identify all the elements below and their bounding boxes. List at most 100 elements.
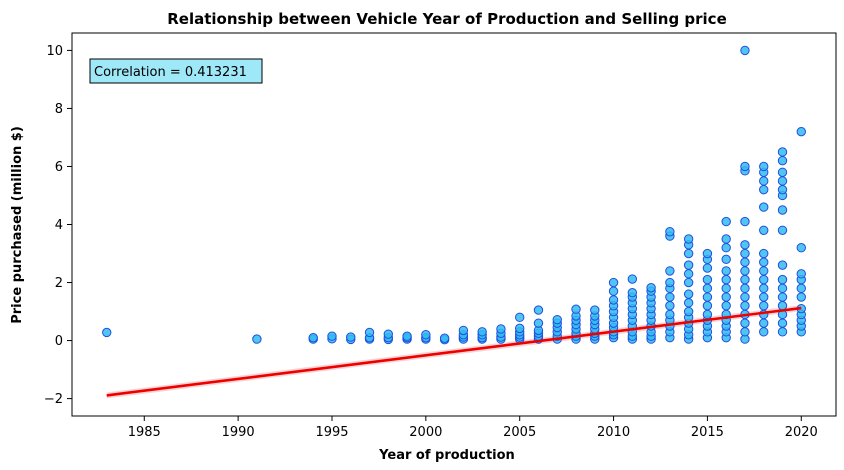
- data-point: [627, 287, 638, 298]
- data-point: [759, 248, 769, 259]
- data-point: [740, 283, 750, 294]
- data-point: [777, 176, 788, 186]
- data-point: [608, 286, 619, 296]
- data-point: [702, 248, 713, 259]
- x-tick-label: 1995: [315, 425, 348, 440]
- y-tick-label: 8: [55, 102, 63, 117]
- data-point: [721, 243, 731, 253]
- data-point: [721, 234, 731, 244]
- annotation-text: Correlation = 0.413231: [94, 65, 247, 80]
- data-point: [702, 274, 713, 285]
- data-point: [608, 295, 619, 305]
- data-point: [740, 45, 750, 56]
- x-tick-label: 1990: [222, 425, 255, 440]
- x-tick-label: 2020: [785, 425, 818, 440]
- data-point: [777, 327, 788, 337]
- data-point: [665, 266, 675, 276]
- data-point: [740, 266, 750, 276]
- data-point: [796, 126, 806, 137]
- data-point: [571, 304, 581, 314]
- data-point: [777, 155, 788, 166]
- data-point: [759, 202, 769, 212]
- data-point: [627, 274, 638, 284]
- data-point: [533, 305, 544, 315]
- data-point: [777, 184, 788, 195]
- data-point: [608, 277, 619, 288]
- data-point: [402, 331, 412, 341]
- data-point: [759, 283, 769, 294]
- data-point: [702, 283, 713, 294]
- x-tick-label: 2005: [503, 425, 536, 440]
- x-tick-label: 2010: [597, 425, 630, 440]
- y-tick-label: 10: [46, 44, 63, 59]
- data-point: [777, 292, 788, 302]
- data-point: [796, 243, 806, 253]
- data-point: [721, 274, 731, 285]
- data-point: [327, 331, 337, 341]
- data-point: [702, 292, 713, 302]
- regression-line: [106, 306, 802, 397]
- data-point: [759, 301, 769, 311]
- data-point: [702, 309, 713, 320]
- data-point: [777, 147, 788, 157]
- data-point: [740, 257, 750, 267]
- data-point: [740, 327, 750, 337]
- data-point: [740, 161, 750, 172]
- y-axis-label: Price purchased (million $): [10, 126, 25, 324]
- data-point: [646, 283, 656, 293]
- data-point: [777, 274, 788, 285]
- data-point: [383, 329, 393, 339]
- x-tick-label: 1985: [128, 425, 161, 440]
- data-point: [665, 277, 675, 288]
- y-tick-label: 0: [55, 334, 63, 349]
- x-tick-label: 2000: [409, 425, 442, 440]
- data-point: [515, 323, 525, 334]
- data-point: [683, 260, 694, 270]
- data-point: [665, 227, 675, 237]
- data-point: [683, 248, 694, 259]
- data-point: [102, 327, 112, 338]
- data-point: [721, 254, 731, 265]
- data-point: [665, 292, 675, 302]
- data-point: [515, 312, 525, 323]
- data-point: [759, 327, 769, 337]
- data-point: [683, 277, 694, 288]
- data-point: [702, 263, 713, 273]
- data-point: [796, 283, 806, 294]
- data-point: [740, 274, 750, 285]
- data-point: [683, 234, 694, 244]
- data-point: [740, 240, 750, 250]
- data-point: [777, 301, 788, 311]
- data-point: [683, 289, 694, 299]
- data-point: [683, 269, 694, 279]
- x-axis-label: Year of production: [378, 448, 515, 463]
- data-point: [777, 318, 788, 328]
- data-point: [665, 301, 675, 311]
- data-point: [759, 161, 769, 172]
- data-point: [252, 334, 262, 344]
- data-point: [308, 332, 318, 343]
- data-point: [477, 327, 487, 337]
- plot-frame: [71, 32, 837, 417]
- data-point: [740, 216, 750, 227]
- y-tick-label: 6: [55, 160, 63, 175]
- data-point: [740, 248, 750, 259]
- data-point: [759, 292, 769, 302]
- data-point: [346, 332, 356, 342]
- y-axis: −2 0 2 4 6 8 10: [44, 44, 72, 407]
- data-point: [759, 274, 769, 285]
- data-point: [759, 257, 769, 267]
- chart-title: Relationship between Vehicle Year of Pro…: [167, 10, 727, 28]
- data-point: [721, 292, 731, 302]
- data-point: [721, 283, 731, 294]
- data-point: [552, 314, 562, 325]
- data-point: [740, 301, 750, 311]
- data-point: [777, 283, 788, 294]
- data-point: [721, 301, 731, 311]
- data-point: [759, 176, 769, 186]
- data-point: [796, 269, 806, 279]
- data-point: [683, 306, 694, 317]
- data-point: [777, 260, 788, 270]
